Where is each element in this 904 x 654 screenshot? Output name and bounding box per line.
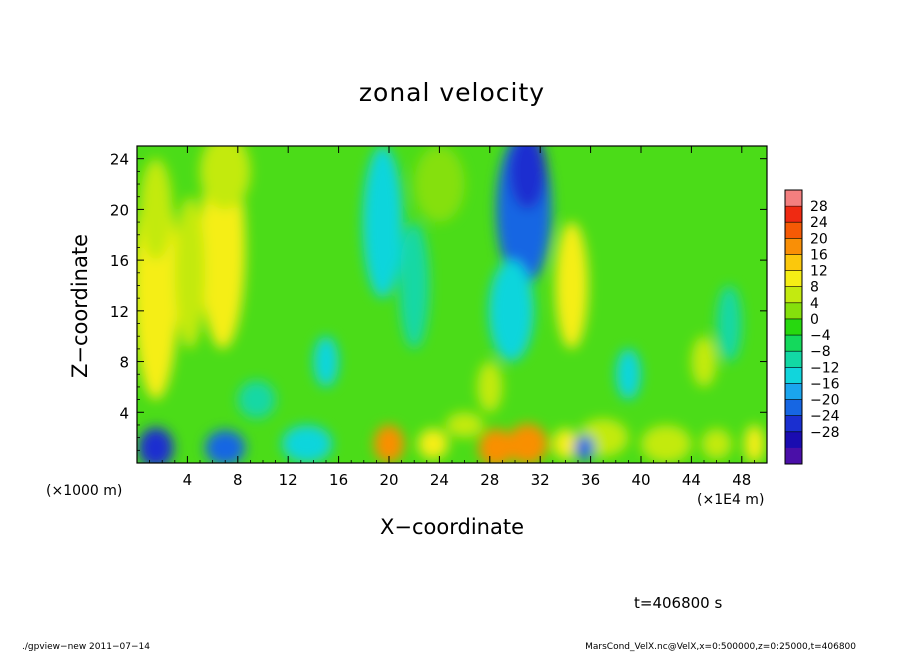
x-axis-label: X−coordinate: [380, 515, 524, 539]
x-tick-label: 8: [233, 471, 243, 489]
field-feature: [139, 158, 173, 261]
colorbar-label: −4: [810, 328, 831, 344]
x-tick-label: 24: [430, 471, 449, 489]
field-feature: [399, 222, 430, 349]
colorbar-swatch: [785, 383, 802, 401]
field-feature: [200, 146, 251, 210]
colorbar-label: −16: [810, 376, 840, 392]
colorbar-swatch: [785, 367, 802, 384]
field-feature: [477, 361, 503, 413]
field-feature: [417, 428, 449, 460]
colorbar-label: 4: [810, 296, 819, 312]
field-feature: [488, 260, 534, 362]
colorbar-label: 28: [810, 199, 828, 215]
field-feature: [701, 428, 732, 460]
y-tick-label: 16: [110, 252, 129, 270]
field-feature: [237, 380, 276, 419]
field-feature: [508, 146, 547, 210]
y-axis-label: Z−coordinate: [68, 234, 92, 378]
colorbar-label: −20: [810, 393, 840, 409]
field-feature: [174, 196, 206, 349]
y-tick-label: 8: [119, 354, 129, 372]
time-annotation: t=406800 s: [634, 594, 723, 612]
x-tick-label: 32: [531, 471, 550, 489]
colorbar-label: 16: [810, 247, 828, 263]
colorbar-swatch: [785, 190, 802, 207]
colorbar-swatch: [785, 431, 802, 449]
colorbar-swatch: [785, 318, 802, 336]
field-feature: [641, 424, 692, 463]
chart-title: zonal velocity: [358, 78, 546, 107]
field-feature: [555, 222, 589, 349]
field-feature: [205, 430, 246, 463]
y-tick-label: 4: [119, 404, 129, 422]
field-feature: [313, 336, 339, 387]
y-tick-label: 20: [110, 201, 129, 219]
colorbar-swatch: [785, 222, 802, 239]
field-feature: [138, 427, 174, 463]
x-axis: 4 8 12 16 20 24 28 32 36 40 44 48: [149, 146, 755, 489]
field-feature: [281, 424, 333, 463]
x-tick-label: 16: [329, 471, 348, 489]
colorbar-label: −8: [810, 344, 831, 360]
field-feature: [507, 423, 548, 463]
field-feature: [574, 435, 595, 461]
x-tick-label: 40: [631, 471, 650, 489]
field-feature: [716, 285, 742, 362]
field-feature: [445, 412, 484, 438]
x-tick-label: 12: [279, 471, 298, 489]
footer-left-text: ./gpview−new 2011−07−14: [22, 642, 150, 652]
colorbar-swatch: [785, 399, 802, 417]
colorbar-label: 0: [810, 312, 819, 328]
colorbar-label: 24: [810, 215, 828, 231]
field-feature: [373, 424, 405, 463]
x-tick-label: 4: [183, 471, 193, 489]
colorbar-swatch: [785, 415, 802, 433]
x-tick-label: 48: [732, 471, 751, 489]
colorbar-swatch: [785, 335, 802, 352]
field-feature: [478, 428, 514, 463]
colorbar-label: −12: [810, 360, 840, 376]
field-feature: [414, 146, 465, 223]
x-unit-note-right: (×1E4 m): [697, 492, 765, 508]
footer-right-text: MarsCond_VelX.nc@VelX,x=0:500000,z=0:250…: [585, 642, 856, 652]
y-tick-label: 12: [110, 303, 129, 321]
colorbar-frame: [784, 189, 803, 465]
field-feature: [615, 348, 642, 400]
colorbar-label: −24: [810, 409, 840, 425]
colorbar-label: 8: [810, 280, 819, 296]
colorbar-label: 12: [810, 264, 828, 280]
x-unit-note: (×1000 m): [46, 483, 123, 499]
velocity-field: [137, 146, 765, 463]
x-tick-label: 28: [480, 471, 499, 489]
colorbar-swatch: [785, 206, 802, 223]
x-tick-label: 36: [581, 471, 600, 489]
plot-area: [136, 145, 768, 464]
field-feature: [744, 424, 765, 463]
colorbar-swatch: [785, 447, 802, 465]
colorbar-label: −28: [810, 425, 840, 441]
colorbar-swatch: [785, 254, 802, 272]
colorbar-swatch: [785, 270, 802, 288]
colorbar-swatch: [785, 351, 802, 368]
colorbar-swatch: [785, 238, 802, 255]
colorbar-label: 20: [810, 231, 828, 247]
y-axis: 4 8 12 16 20 24: [110, 151, 767, 451]
y-tick-label: 24: [110, 151, 129, 169]
field-feature: [362, 146, 403, 299]
x-tick-label: 20: [379, 471, 398, 489]
field-feature: [552, 428, 579, 460]
field-feature: [691, 336, 717, 387]
x-tick-label: 44: [682, 471, 701, 489]
colorbar-swatch: [785, 302, 802, 320]
colorbar-swatch: [785, 286, 802, 304]
